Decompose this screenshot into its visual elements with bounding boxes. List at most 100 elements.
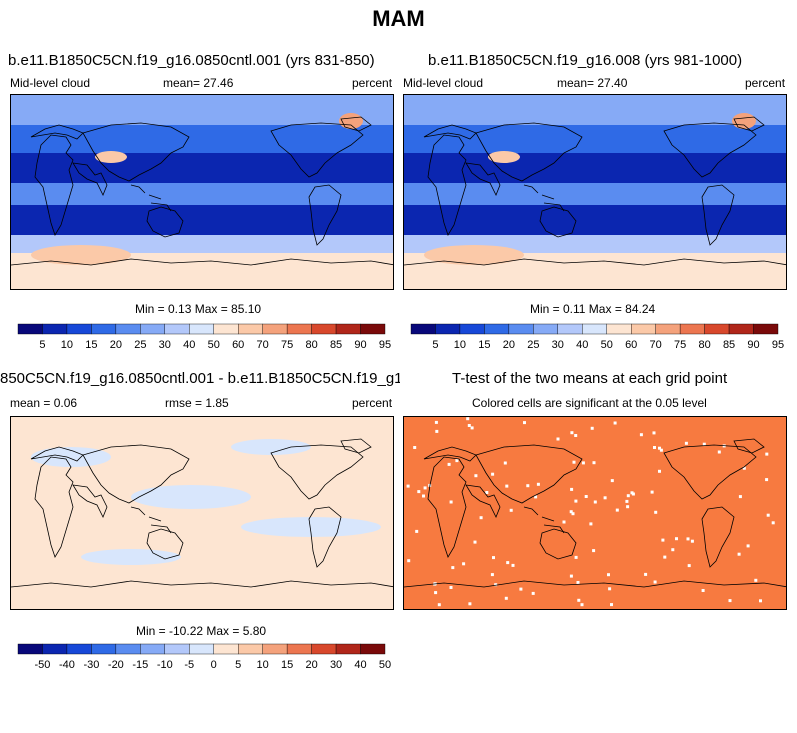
panel3-colorbar-swatch — [262, 643, 288, 655]
panel4-nonsignificant-cell — [462, 562, 466, 566]
panel4-nonsignificant-cell — [531, 591, 535, 595]
panel4-nonsignificant-cell — [592, 549, 596, 553]
panel2-colorbar-swatch — [459, 323, 485, 335]
panel3-colorbar-swatch — [335, 643, 361, 655]
panel3-neg-area-4 — [81, 549, 181, 565]
panel4-nonsignificant-cell — [413, 446, 417, 449]
panel2-colorbar-swatch — [728, 323, 754, 335]
panel1-colorbar-tick-label: 15 — [85, 339, 97, 351]
panel4-subtitle: Colored cells are significant at the 0.0… — [472, 396, 707, 410]
panel2-band-tropic-n — [404, 153, 786, 183]
panel4-nonsignificant-cell — [658, 446, 661, 450]
panel2-colorbar: 5 10 15 20 25 30 40 50 60 70 75 80 85 90 95 — [410, 323, 784, 356]
panel4-nonsignificant-cell — [423, 486, 427, 490]
panel1-minmax: Min = 0.13 Max = 85.10 — [135, 302, 262, 316]
panel4-nonsignificant-cell — [435, 429, 439, 433]
panel4-nonsignificant-cell — [503, 461, 507, 465]
panel3-colorbar-swatch — [115, 643, 141, 655]
panel4-nonsignificant-cell — [434, 591, 438, 595]
panel1-colorbar-tick-label: 10 — [61, 339, 73, 351]
panel1-colorbar-swatch — [286, 323, 312, 335]
panel4-nonsignificant-cell — [449, 586, 453, 589]
panel4-nonsignificant-cell — [490, 573, 494, 577]
panel4-nonsignificant-cell — [449, 500, 453, 504]
panel3-colorbar-swatch — [91, 643, 117, 655]
panel4-nonsignificant-cell — [771, 521, 775, 525]
panel4-nonsignificant-cell — [479, 516, 483, 520]
panel1-colorbar-tick-label: 20 — [110, 339, 122, 351]
panel4-nonsignificant-cell — [523, 421, 526, 425]
panel1-colorbar-swatch — [262, 323, 288, 335]
panel3-colorbar-swatch — [237, 643, 263, 655]
panel4-nonsignificant-cell — [653, 446, 656, 449]
panel4-nonsignificant-cell — [592, 461, 596, 465]
panel2-colorbar-tick-label: 95 — [772, 339, 784, 351]
panel1-arctic-high — [339, 113, 363, 129]
panel3-colorbar: -50 -40 -30 -20 -15 -10 -5 0 5 10 15 20 30 40 50 — [17, 643, 391, 676]
panel4-nonsignificant-cell — [569, 574, 573, 578]
panel1-colorbar-swatch — [17, 323, 43, 335]
panel2-antarctic-high — [424, 245, 524, 265]
panel1-mean: mean= 27.46 — [163, 76, 234, 90]
panel4-nonsignificant-cell — [451, 566, 455, 570]
panel1-band-tropic-n — [11, 153, 393, 183]
panel1-colorbar-swatch — [335, 323, 361, 335]
panel2-colorbar-swatch — [533, 323, 559, 335]
panel2-minmax: Min = 0.11 Max = 84.24 — [530, 302, 656, 316]
panel4-nonsignificant-cell — [473, 540, 477, 544]
panel3-colorbar-tick-label: 50 — [379, 659, 391, 671]
panel3-colorbar-swatch — [164, 643, 190, 655]
panel3-title: 850C5CN.f19_g16.0850cntl.001 - b.e11.B18… — [0, 370, 400, 387]
panel1-colorbar-tick-label: 50 — [208, 339, 220, 351]
panel4-nonsignificant-cell — [630, 491, 634, 495]
panel2-colorbar-swatch — [410, 323, 436, 335]
panel4-nonsignificant-cell — [504, 596, 508, 600]
panel3-colorbar-tick-label: -10 — [157, 659, 173, 671]
panel1-colorbar-tick-label: 95 — [379, 339, 391, 351]
panel1-colorbar-tick-label: 25 — [134, 339, 146, 351]
panel4-nonsignificant-cell — [702, 442, 706, 446]
panel4-nonsignificant-cell — [659, 448, 663, 452]
panel3-neg-area-3 — [241, 517, 381, 537]
panel4-nonsignificant-cell — [417, 490, 421, 494]
panel2-band-tropic-s — [404, 205, 786, 235]
panel4-nonsignificant-cell — [652, 431, 656, 435]
panel2-colorbar-swatch — [484, 323, 510, 335]
panel4-nonsignificant-cell — [562, 520, 566, 524]
panel1-colorbar-tick-label: 30 — [159, 339, 171, 351]
panel4-nonsignificant-cell — [571, 512, 575, 516]
panel2-colorbar-tick-label: 50 — [601, 339, 613, 351]
panel2-colorbar-swatch — [508, 323, 534, 335]
panel4-nonsignificant-cell — [570, 487, 574, 491]
panel1-colorbar-swatch — [164, 323, 190, 335]
panel3-neg-area-5 — [231, 439, 311, 455]
panel1-colorbar-tick-label: 85 — [330, 339, 342, 351]
panel4-nonsignificant-cell — [422, 494, 425, 498]
panel3-colorbar-tick-label: 20 — [305, 659, 317, 671]
panel4-nonsignificant-cell — [746, 544, 750, 548]
panel4-nonsignificant-cell — [603, 496, 607, 500]
panel3-colorbar-tick-label: 5 — [235, 659, 241, 671]
panel4-nonsignificant-cell — [574, 555, 578, 559]
panel1-tibet-high — [95, 151, 127, 163]
panel3-neg-area-1 — [31, 447, 111, 467]
panel4-nonsignificant-cell — [468, 602, 472, 606]
panel2-colorbar-tick-label: 20 — [503, 339, 515, 351]
panel1-colorbar-swatch — [213, 323, 239, 335]
panel2-band-equator — [404, 183, 786, 205]
panel1-colorbar-swatch — [237, 323, 263, 335]
panel4-nonsignificant-cell — [506, 561, 510, 565]
panel4-nonsignificant-cell — [759, 599, 762, 603]
panel1-colorbar-swatch — [42, 323, 68, 335]
panel4-nonsignificant-cell — [593, 500, 597, 504]
panel2-colorbar-swatch — [704, 323, 730, 335]
panel1-colorbar-svg: 5 10 15 20 25 30 40 50 60 70 75 80 85 90 95 — [17, 323, 391, 351]
panel2-colorbar-swatch — [557, 323, 583, 335]
panel3-colorbar-tick-label: -50 — [35, 659, 51, 671]
panel3-colorbar-swatch — [189, 643, 214, 655]
panel4-nonsignificant-cell — [590, 426, 594, 430]
panel1-colorbar-swatch — [140, 323, 166, 335]
panel4-nonsignificant-cell — [580, 603, 584, 607]
panel1-colorbar-tick-label: 60 — [232, 339, 244, 351]
panel4-nonsignificant-cell — [650, 490, 654, 494]
